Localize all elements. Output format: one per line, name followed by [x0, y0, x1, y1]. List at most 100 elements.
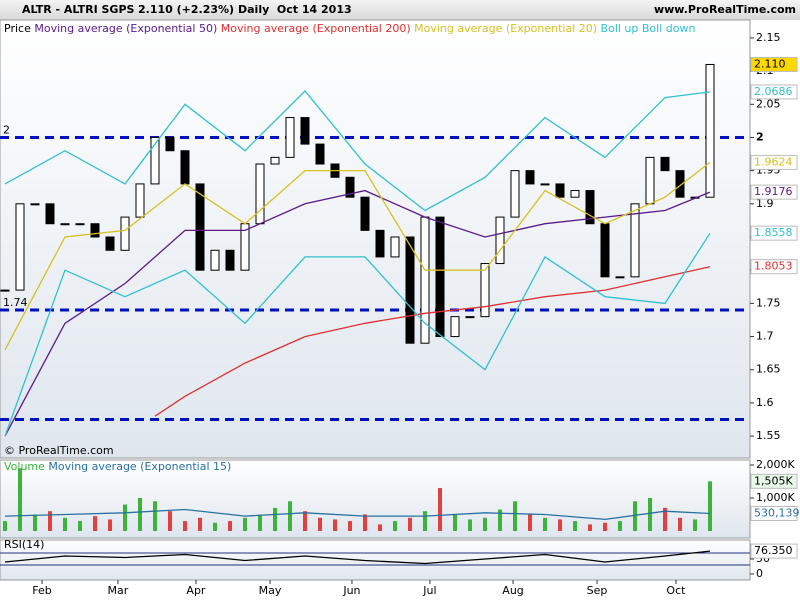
- candle: [165, 136, 175, 152]
- quote: 2.110 (+2.23%): [138, 3, 234, 16]
- candle: [210, 249, 220, 271]
- volume-bar: [137, 497, 142, 531]
- candle: [150, 136, 160, 185]
- last-value-label: 530,139: [754, 506, 800, 519]
- legend-entry: Moving average (Exponential 200): [221, 22, 411, 35]
- legend: Price Moving average (Exponential 50) Mo…: [4, 22, 695, 35]
- volume-bar: [347, 521, 352, 531]
- volume-bar: [632, 501, 637, 531]
- candle: [195, 183, 205, 271]
- candle: [375, 229, 385, 258]
- candle: [105, 236, 115, 251]
- last-value-box: [750, 543, 798, 559]
- candle: [585, 190, 595, 225]
- last-value-box: [750, 154, 798, 170]
- line-series: [4, 90, 711, 212]
- candle: [225, 249, 235, 271]
- y-tick-label: 2: [756, 130, 764, 143]
- y-tick-label: 1.55: [756, 429, 781, 442]
- volume-bar: [677, 517, 682, 531]
- volume-bar: [512, 501, 517, 531]
- x-tick-label: Jul: [422, 584, 436, 597]
- volume-bar: [557, 519, 562, 531]
- candle: [645, 156, 655, 205]
- last-value-label: 1.8053: [754, 260, 793, 273]
- legend-entry: Volume: [4, 460, 45, 473]
- legend-entry: Boll up: [601, 22, 639, 35]
- y-tick-label: 2,000K: [756, 458, 795, 471]
- candle: [675, 170, 685, 198]
- x-tick-label: Jun: [342, 584, 360, 597]
- volume-bar: [107, 519, 112, 531]
- line-series: [4, 508, 711, 521]
- y-tick-label: 1.7: [756, 330, 774, 343]
- last-value-box: [750, 473, 798, 489]
- volume-bar: [332, 519, 337, 531]
- last-value-label: 1,505K: [754, 474, 793, 487]
- volume-bar: [182, 521, 187, 531]
- y-tick-label: 1.75: [756, 296, 781, 309]
- volume-bar: [467, 519, 472, 531]
- volume-bar: [17, 468, 22, 531]
- candle: [45, 203, 55, 225]
- candle: [420, 216, 430, 344]
- candle: [465, 316, 475, 319]
- candle: [525, 170, 535, 185]
- volume-bar: [527, 514, 532, 531]
- last-value-label: 2.0686: [754, 85, 793, 98]
- candle: [255, 163, 265, 225]
- legend-entry: Moving average (Exponential 50): [34, 22, 217, 35]
- candle: [555, 183, 565, 198]
- x-tick-label: Feb: [32, 584, 51, 597]
- symbol: ALTR - ALTRI SGPS: [22, 3, 135, 16]
- last-value-label: 76.350: [754, 544, 793, 557]
- last-value-box: [750, 505, 798, 521]
- volume-bar: [662, 507, 667, 531]
- level-label: 2: [3, 123, 10, 136]
- y-tick-label: 1.65: [756, 363, 781, 376]
- volume-bar: [302, 511, 307, 531]
- period: Daily Oct 14 2013: [238, 3, 352, 16]
- legend-entry: Moving average (Exponential 15): [48, 460, 231, 473]
- candle: [60, 223, 70, 226]
- volume-bar: [407, 517, 412, 531]
- candle: [630, 203, 640, 278]
- candle: [615, 276, 625, 279]
- x-tick-label: Sep: [587, 584, 608, 597]
- legend: RSI(14): [4, 538, 44, 551]
- candle: [660, 156, 670, 172]
- volume-bar: [77, 521, 82, 531]
- volume-bar: [227, 521, 232, 531]
- candle: [180, 150, 190, 185]
- legend-entry: RSI(14): [4, 538, 44, 551]
- candle: [435, 216, 445, 338]
- site: www.ProRealTime.com: [654, 3, 796, 16]
- legend-entry: Price: [4, 22, 31, 35]
- candle: [495, 216, 505, 265]
- last-value-box: [750, 184, 798, 200]
- volume-bar: [197, 517, 202, 531]
- candle: [450, 316, 460, 338]
- volume-bar: [602, 522, 607, 531]
- last-value-box: [750, 56, 798, 72]
- line-series: [4, 232, 711, 437]
- volume-bar: [167, 511, 172, 531]
- last-value-label: 2.110: [754, 57, 786, 70]
- x-tick-label: Apr: [186, 584, 206, 597]
- candle: [135, 183, 145, 218]
- x-tick-label: Aug: [502, 584, 523, 597]
- candle: [0, 289, 10, 292]
- y-tick-label: 2.15: [756, 31, 781, 44]
- volume-bar: [257, 514, 262, 531]
- volume-bar: [242, 517, 247, 531]
- volume-bar: [692, 519, 697, 531]
- y-tick-label: 1.9: [756, 197, 774, 210]
- rsi-panel: [0, 539, 751, 581]
- volume-bar: [572, 521, 577, 531]
- line-series: [4, 550, 711, 565]
- volume-bar: [587, 524, 592, 531]
- candle: [540, 183, 550, 186]
- candle: [390, 236, 400, 258]
- legend-entry: Boll down: [642, 22, 696, 35]
- volume-bar: [62, 517, 67, 531]
